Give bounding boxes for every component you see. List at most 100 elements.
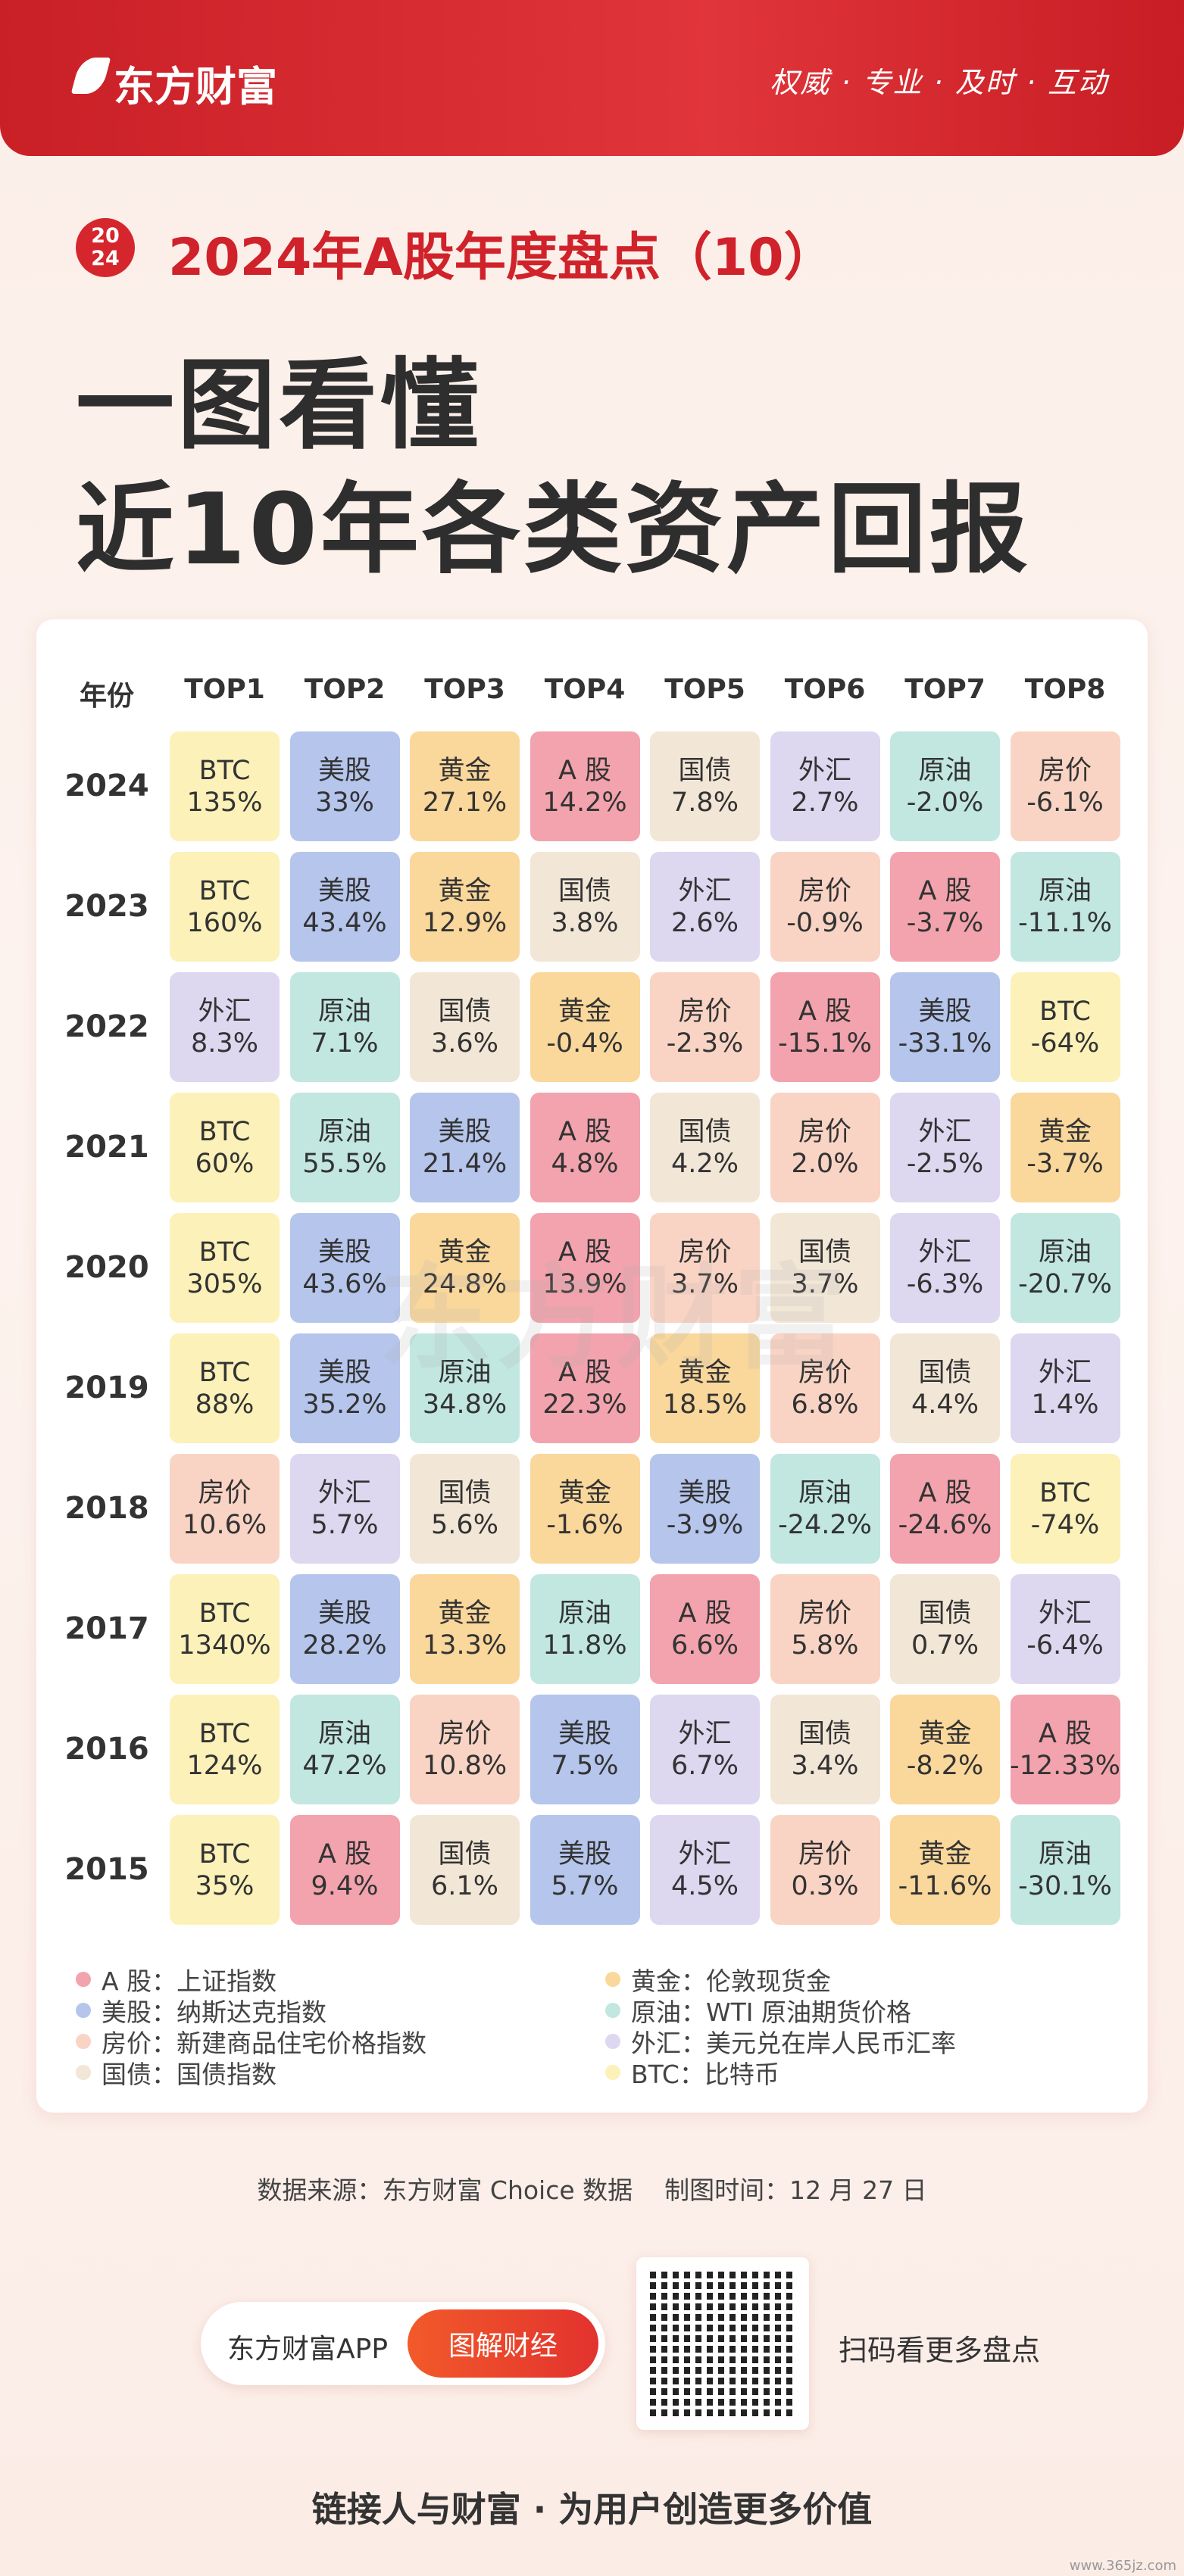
cell-value: 1.4%: [1031, 1389, 1099, 1420]
cell-value: 6.1%: [431, 1870, 498, 1901]
cell-asset: 黄金: [918, 1718, 972, 1749]
cell-asset: BTC: [198, 1116, 251, 1147]
cell-asset: BTC: [198, 1357, 251, 1388]
button[interactable]: 图解财经: [408, 2309, 598, 2378]
cell: 外汇 2.7%: [770, 731, 880, 841]
title: 近10年各类资产回报: [76, 472, 1031, 587]
cell: 美股 -33.1%: [890, 972, 1000, 1082]
cell-value: -33.1%: [898, 1028, 992, 1059]
cell-value: 6.7%: [671, 1750, 739, 1781]
cell-asset: 原油: [1038, 1838, 1092, 1870]
cell-value: 55.5%: [302, 1148, 387, 1179]
cell-value: 2.7%: [791, 787, 859, 818]
cell-value: -0.9%: [786, 907, 864, 938]
cell-value: 27.1%: [422, 787, 508, 818]
cell: 黄金 13.3%: [410, 1574, 520, 1684]
legend-dot: [605, 2034, 620, 2049]
cell: 国债 3.4%: [770, 1695, 880, 1804]
cell-value: 34.8%: [422, 1389, 508, 1420]
button-label[interactable]: 图解财经: [448, 2331, 558, 2362]
cell-asset: 国债: [798, 1237, 851, 1268]
cell-asset: 外汇: [678, 1718, 732, 1749]
cell-value: 6.8%: [791, 1389, 859, 1420]
cell-asset: 外汇: [1038, 1357, 1092, 1388]
column-header: TOP7: [904, 674, 986, 705]
cell-asset: 外汇: [678, 1838, 732, 1870]
cell: 国债 7.8%: [650, 731, 760, 841]
title: 一图看懂: [76, 348, 483, 463]
cell: 原油 34.8%: [410, 1333, 520, 1443]
cell-value: 7.1%: [311, 1028, 379, 1059]
cell-asset: A 股: [558, 1116, 612, 1147]
site: www.365jz.com: [1069, 2558, 1176, 2574]
cell: 国债 5.6%: [410, 1454, 520, 1564]
cell-asset: BTC: [1039, 996, 1091, 1027]
year: 2023: [64, 888, 149, 924]
bottom-slogan: 链接人与财富 · 为用户创造更多价值: [311, 2489, 873, 2530]
year: 2024: [64, 768, 149, 803]
cell-asset: 原油: [918, 755, 972, 786]
cell-asset: 原油: [438, 1357, 492, 1388]
cell: BTC -64%: [1010, 972, 1120, 1082]
cell-value: 35.2%: [302, 1389, 387, 1420]
cell-value: -2.0%: [906, 787, 984, 818]
badge-top: 20: [91, 224, 120, 248]
cell: A 股 -12.33%: [1010, 1695, 1120, 1804]
cell-value: 43.4%: [302, 907, 387, 938]
legend-label: 房价：新建商品住宅价格指数: [102, 2029, 426, 2058]
cell-asset: 国债: [558, 875, 611, 906]
cell-asset: A 股: [1038, 1718, 1092, 1749]
cell-asset: 美股: [438, 1116, 492, 1147]
source: 数据来源：东方财富 Choice 数据 制图时间：12 月 27 日: [257, 2175, 927, 2205]
cell-asset: 房价: [678, 1237, 732, 1268]
cell-asset: 国债: [438, 1838, 492, 1870]
legend-dot: [605, 2003, 620, 2018]
cell: 美股 28.2%: [289, 1574, 400, 1684]
cell-value: 4.2%: [671, 1148, 739, 1179]
cell-value: -1.6%: [546, 1509, 623, 1540]
cell-value: -8.2%: [906, 1750, 984, 1781]
cell-value: -6.1%: [1026, 787, 1104, 818]
cell-asset: A 股: [798, 996, 852, 1027]
cell-value: 3.6%: [431, 1028, 498, 1059]
cell-value: -15.1%: [778, 1028, 872, 1059]
cell-value: 5.7%: [551, 1870, 619, 1901]
cell: 外汇 -6.4%: [1010, 1574, 1120, 1684]
cell-value: 12.9%: [422, 907, 508, 938]
cell-value: 4.8%: [551, 1148, 619, 1179]
cell: 房价 -2.3%: [650, 972, 760, 1082]
year: 2021: [64, 1129, 149, 1165]
cell: 原油 -11.1%: [1010, 852, 1120, 962]
column-header: TOP8: [1024, 674, 1106, 705]
cell-value: 0.3%: [791, 1870, 859, 1901]
cell: 外汇 1.4%: [1010, 1333, 1120, 1443]
watermark: 东方财富: [379, 1253, 852, 1385]
cell-value: 5.8%: [791, 1629, 859, 1661]
cell: 国债 3.8%: [530, 852, 640, 962]
cell-asset: 原油: [1038, 875, 1092, 906]
cell-value: -3.7%: [1026, 1148, 1104, 1179]
cell-value: 124%: [186, 1750, 263, 1781]
cell-asset: A 股: [558, 1357, 612, 1388]
legend-dot: [76, 2065, 91, 2080]
cell: 国债 4.2%: [650, 1093, 760, 1202]
cell: 黄金 -11.6%: [890, 1815, 1000, 1925]
cell-value: 8.3%: [191, 1028, 258, 1059]
cell: 房价 10.6%: [170, 1454, 280, 1564]
cell-value: -6.4%: [1026, 1629, 1104, 1661]
cell: 黄金 -8.2%: [890, 1695, 1000, 1804]
legend-label: 原油：WTI 原油期货价格: [631, 1997, 912, 2027]
cell: BTC 60%: [170, 1093, 280, 1202]
brand: 东方财富: [114, 63, 277, 111]
legend-item: BTC：比特币: [605, 2054, 779, 2091]
cell-asset: 国债: [678, 755, 732, 786]
cell: 房价 5.8%: [770, 1574, 880, 1684]
cell: A 股 14.2%: [530, 731, 640, 841]
cell-asset: 黄金: [438, 755, 492, 786]
cell: A 股 22.3%: [530, 1333, 640, 1443]
cell-asset: A 股: [678, 1598, 732, 1629]
cell-asset: 外汇: [678, 875, 732, 906]
cell: 原油 7.1%: [289, 972, 400, 1082]
cell-value: 3.8%: [551, 907, 619, 938]
cell-asset: 原油: [798, 1477, 851, 1508]
